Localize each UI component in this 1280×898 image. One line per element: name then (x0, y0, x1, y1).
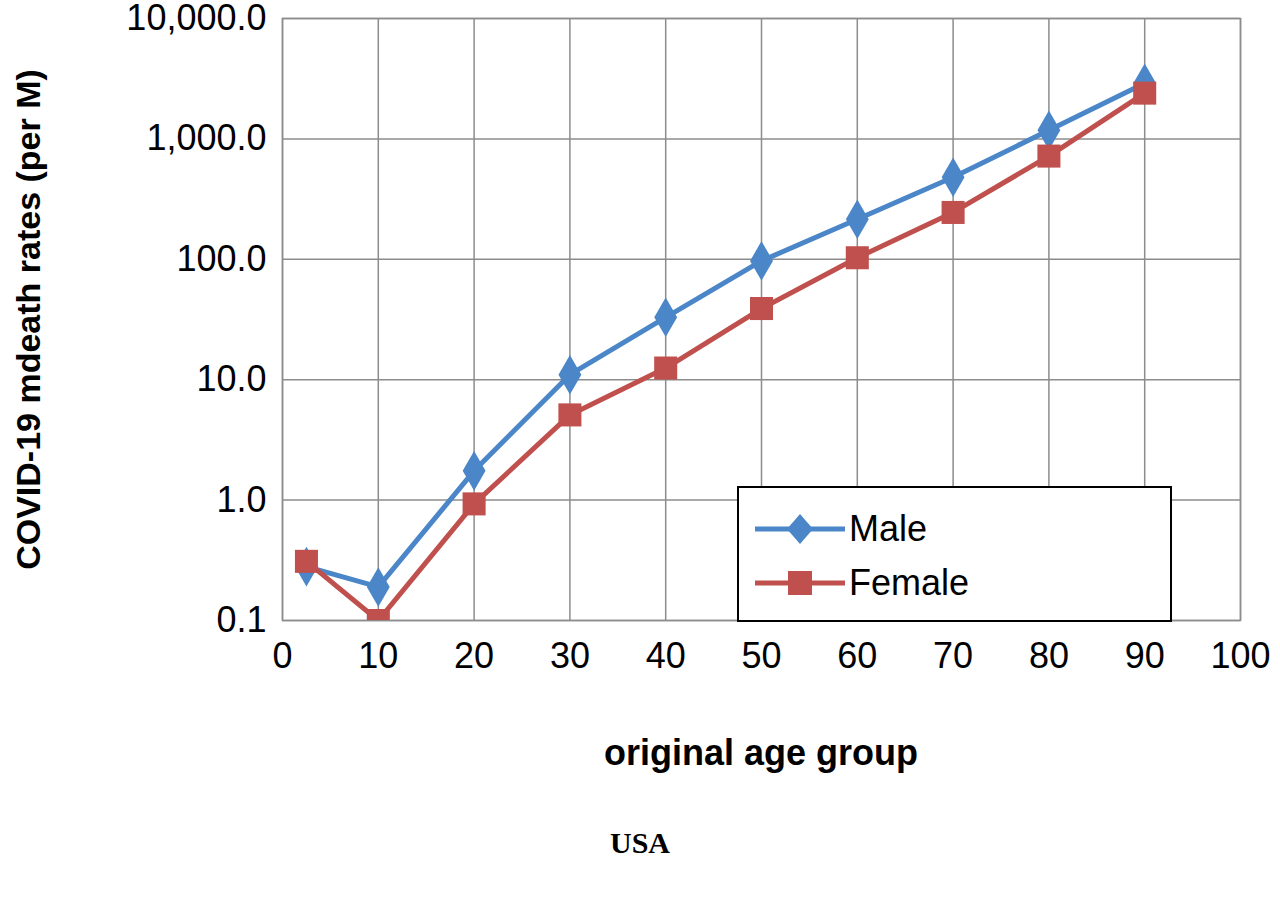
svg-text:70: 70 (933, 635, 973, 676)
html-text:Male: Male (849, 508, 927, 549)
html-text:USA: USA (610, 826, 670, 859)
html-text:COVID-19 mdeath rates (per M): COVID-19 mdeath rates (per M) (8, 68, 47, 570)
svg-text:1,000.0: 1,000.0 (146, 117, 266, 158)
svg-text:90: 90 (1125, 635, 1165, 676)
html-text:Female: Female (849, 562, 969, 603)
svg-text:0.1: 0.1 (216, 599, 266, 640)
html-text:original age group: original age group (604, 732, 918, 773)
svg-text:10,000.0: 10,000.0 (126, 0, 266, 38)
svg-text:40: 40 (646, 635, 686, 676)
svg-text:20: 20 (454, 635, 494, 676)
svg-text:0: 0 (272, 635, 292, 676)
svg-text:10: 10 (358, 635, 398, 676)
svg-text:1.0: 1.0 (216, 479, 266, 520)
svg-text:50: 50 (741, 635, 781, 676)
svg-text:100.0: 100.0 (176, 238, 266, 279)
svg-text:80: 80 (1029, 635, 1069, 676)
svg-text:10.0: 10.0 (196, 358, 266, 399)
svg-text:60: 60 (837, 635, 877, 676)
svg-text:100: 100 (1210, 635, 1270, 676)
svg-text:30: 30 (550, 635, 590, 676)
